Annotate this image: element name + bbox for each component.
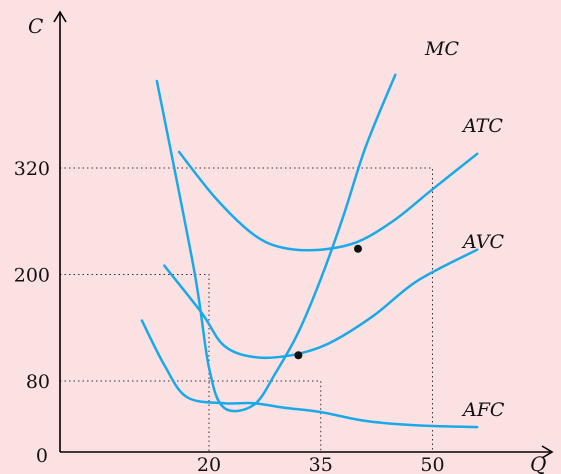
atc-curve — [177, 150, 479, 252]
atc-label: ATC — [461, 115, 503, 137]
x-axis-arrow — [541, 445, 554, 459]
x-tick-label-20: 20 — [197, 454, 221, 474]
avc-curve — [163, 248, 479, 360]
mc-curve — [155, 73, 397, 413]
mc-label: MC — [424, 38, 459, 60]
afc-curve — [140, 319, 479, 429]
intersection-point-1 — [354, 244, 362, 253]
y-axis-label: C — [28, 14, 43, 38]
x-tick-label-35: 35 — [309, 454, 333, 474]
y-tick-label-80: 80 — [26, 371, 50, 393]
intersection-point-0 — [294, 351, 303, 360]
x-axis-label: Q — [530, 452, 546, 474]
guide-line-1 — [60, 274, 210, 452]
x-tick-label-50: 50 — [420, 454, 444, 474]
guide-line-2 — [60, 380, 322, 452]
y-tick-label-320: 320 — [14, 158, 50, 180]
afc-label: AFC — [461, 399, 505, 421]
avc-label: AVC — [461, 231, 504, 253]
y-axis-arrow — [53, 10, 67, 23]
y-tick-label-200: 200 — [14, 265, 50, 287]
origin-label: 0 — [36, 445, 48, 467]
